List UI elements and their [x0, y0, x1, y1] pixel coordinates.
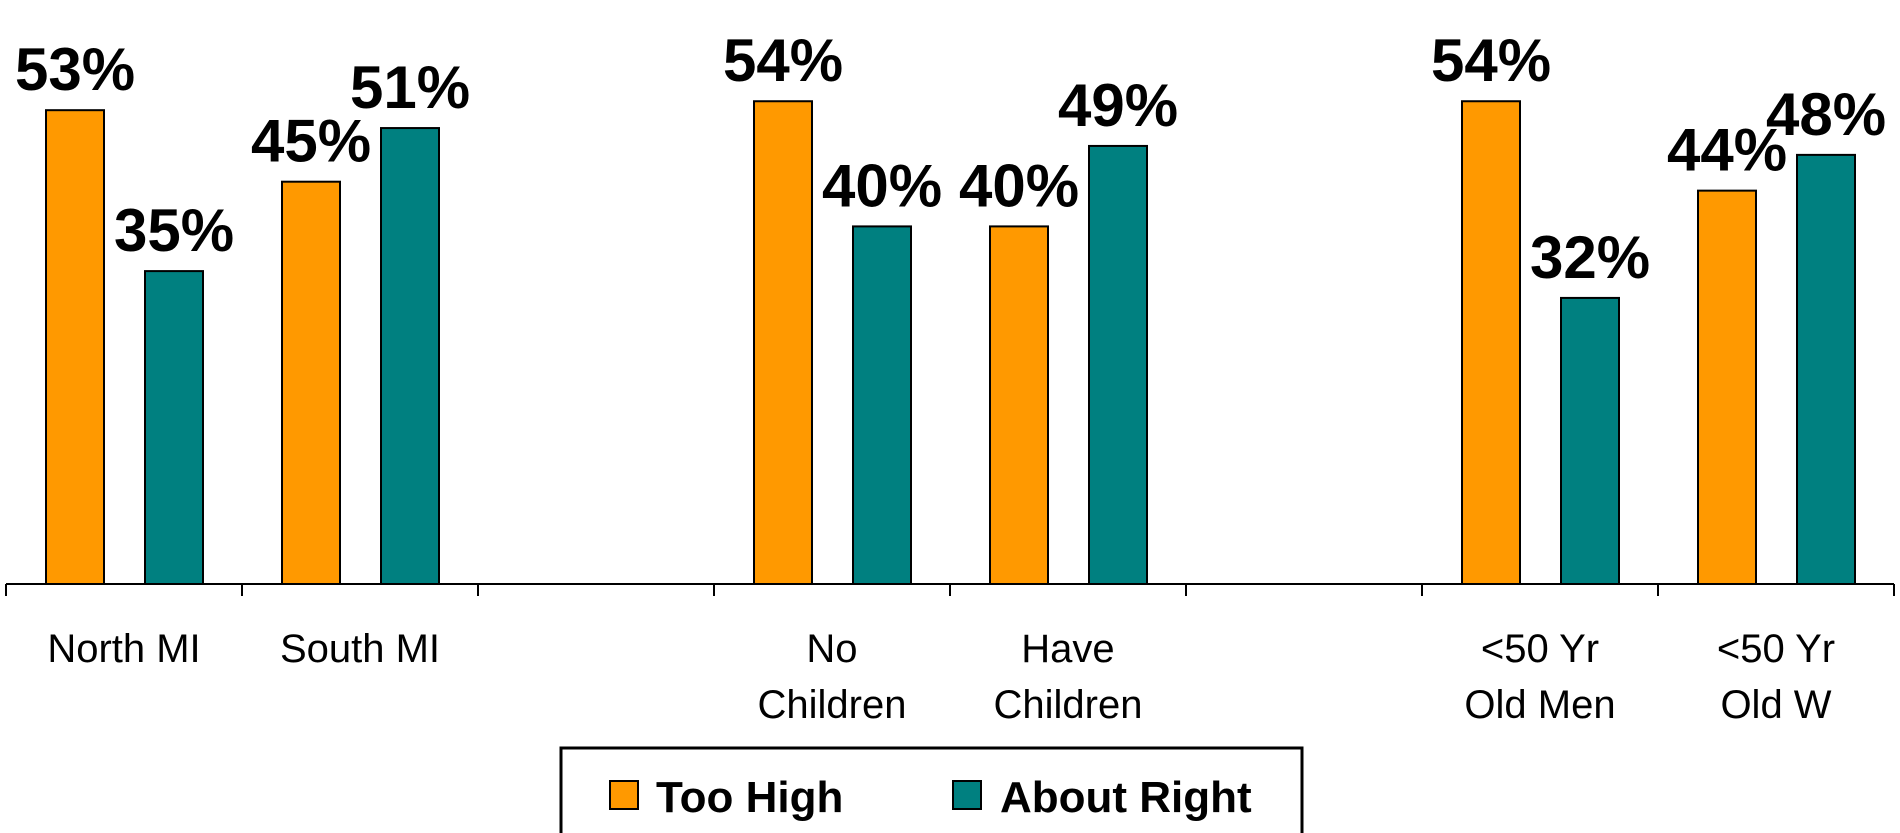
bar-0-1 — [281, 180, 341, 585]
bar-0-3 — [753, 100, 813, 586]
bar-1-3 — [852, 225, 912, 585]
category-label-7-1: Old W — [1720, 683, 1831, 727]
legend-swatch-0 — [609, 780, 639, 810]
category-labels-layer: North MI South MI No Children Have Children <5… — [47, 627, 1835, 727]
bar-1-6 — [1560, 296, 1620, 585]
x-axis — [5, 583, 1895, 596]
category-label-3-1: Children — [758, 683, 907, 727]
bar-0-4 — [989, 225, 1049, 585]
bar-0-7 — [1697, 189, 1757, 585]
value-label-0-7: 44% — [1667, 117, 1787, 184]
bar-0-0 — [45, 109, 105, 586]
value-label-0-0: 53% — [15, 36, 135, 103]
bars-layer — [45, 100, 1856, 586]
category-label-4-1: Children — [994, 683, 1143, 727]
category-label-6-1: Old Men — [1464, 683, 1615, 727]
legend-box — [559, 746, 1304, 833]
legend-swatch-1 — [952, 780, 982, 810]
category-label-6-0: <50 Yr — [1481, 627, 1599, 671]
category-label-7-0: <50 Yr — [1717, 627, 1835, 671]
legend: Too High About Right — [559, 746, 1304, 833]
value-label-1-6: 32% — [1530, 224, 1650, 291]
value-label-0-1: 45% — [251, 108, 371, 175]
category-label-0-0: North MI — [47, 627, 200, 671]
value-label-1-3: 40% — [822, 152, 942, 219]
category-label-4-0: Have — [1021, 627, 1114, 671]
value-label-0-4: 40% — [959, 152, 1079, 219]
bar-1-4 — [1088, 144, 1148, 585]
bar-0-6 — [1461, 100, 1521, 586]
bar-1-1 — [380, 127, 440, 585]
bar-1-7 — [1796, 153, 1856, 585]
category-label-3-0: No — [806, 627, 857, 671]
value-label-0-3: 54% — [723, 27, 843, 94]
category-label-1-0: South MI — [280, 627, 440, 671]
value-label-1-0: 35% — [114, 197, 234, 264]
value-label-0-6: 54% — [1431, 27, 1551, 94]
legend-label-1: About Right — [1000, 773, 1252, 822]
value-label-1-7: 48% — [1766, 81, 1886, 148]
value-labels-layer: 53% 45% 54% 40% 54% 44% 35% 51% 40% 49% 32% 48% — [15, 27, 1886, 291]
legend-label-0: Too High — [656, 773, 843, 822]
value-label-1-4: 49% — [1058, 72, 1178, 139]
bar-1-0 — [144, 270, 204, 585]
value-label-1-1: 51% — [350, 54, 470, 121]
